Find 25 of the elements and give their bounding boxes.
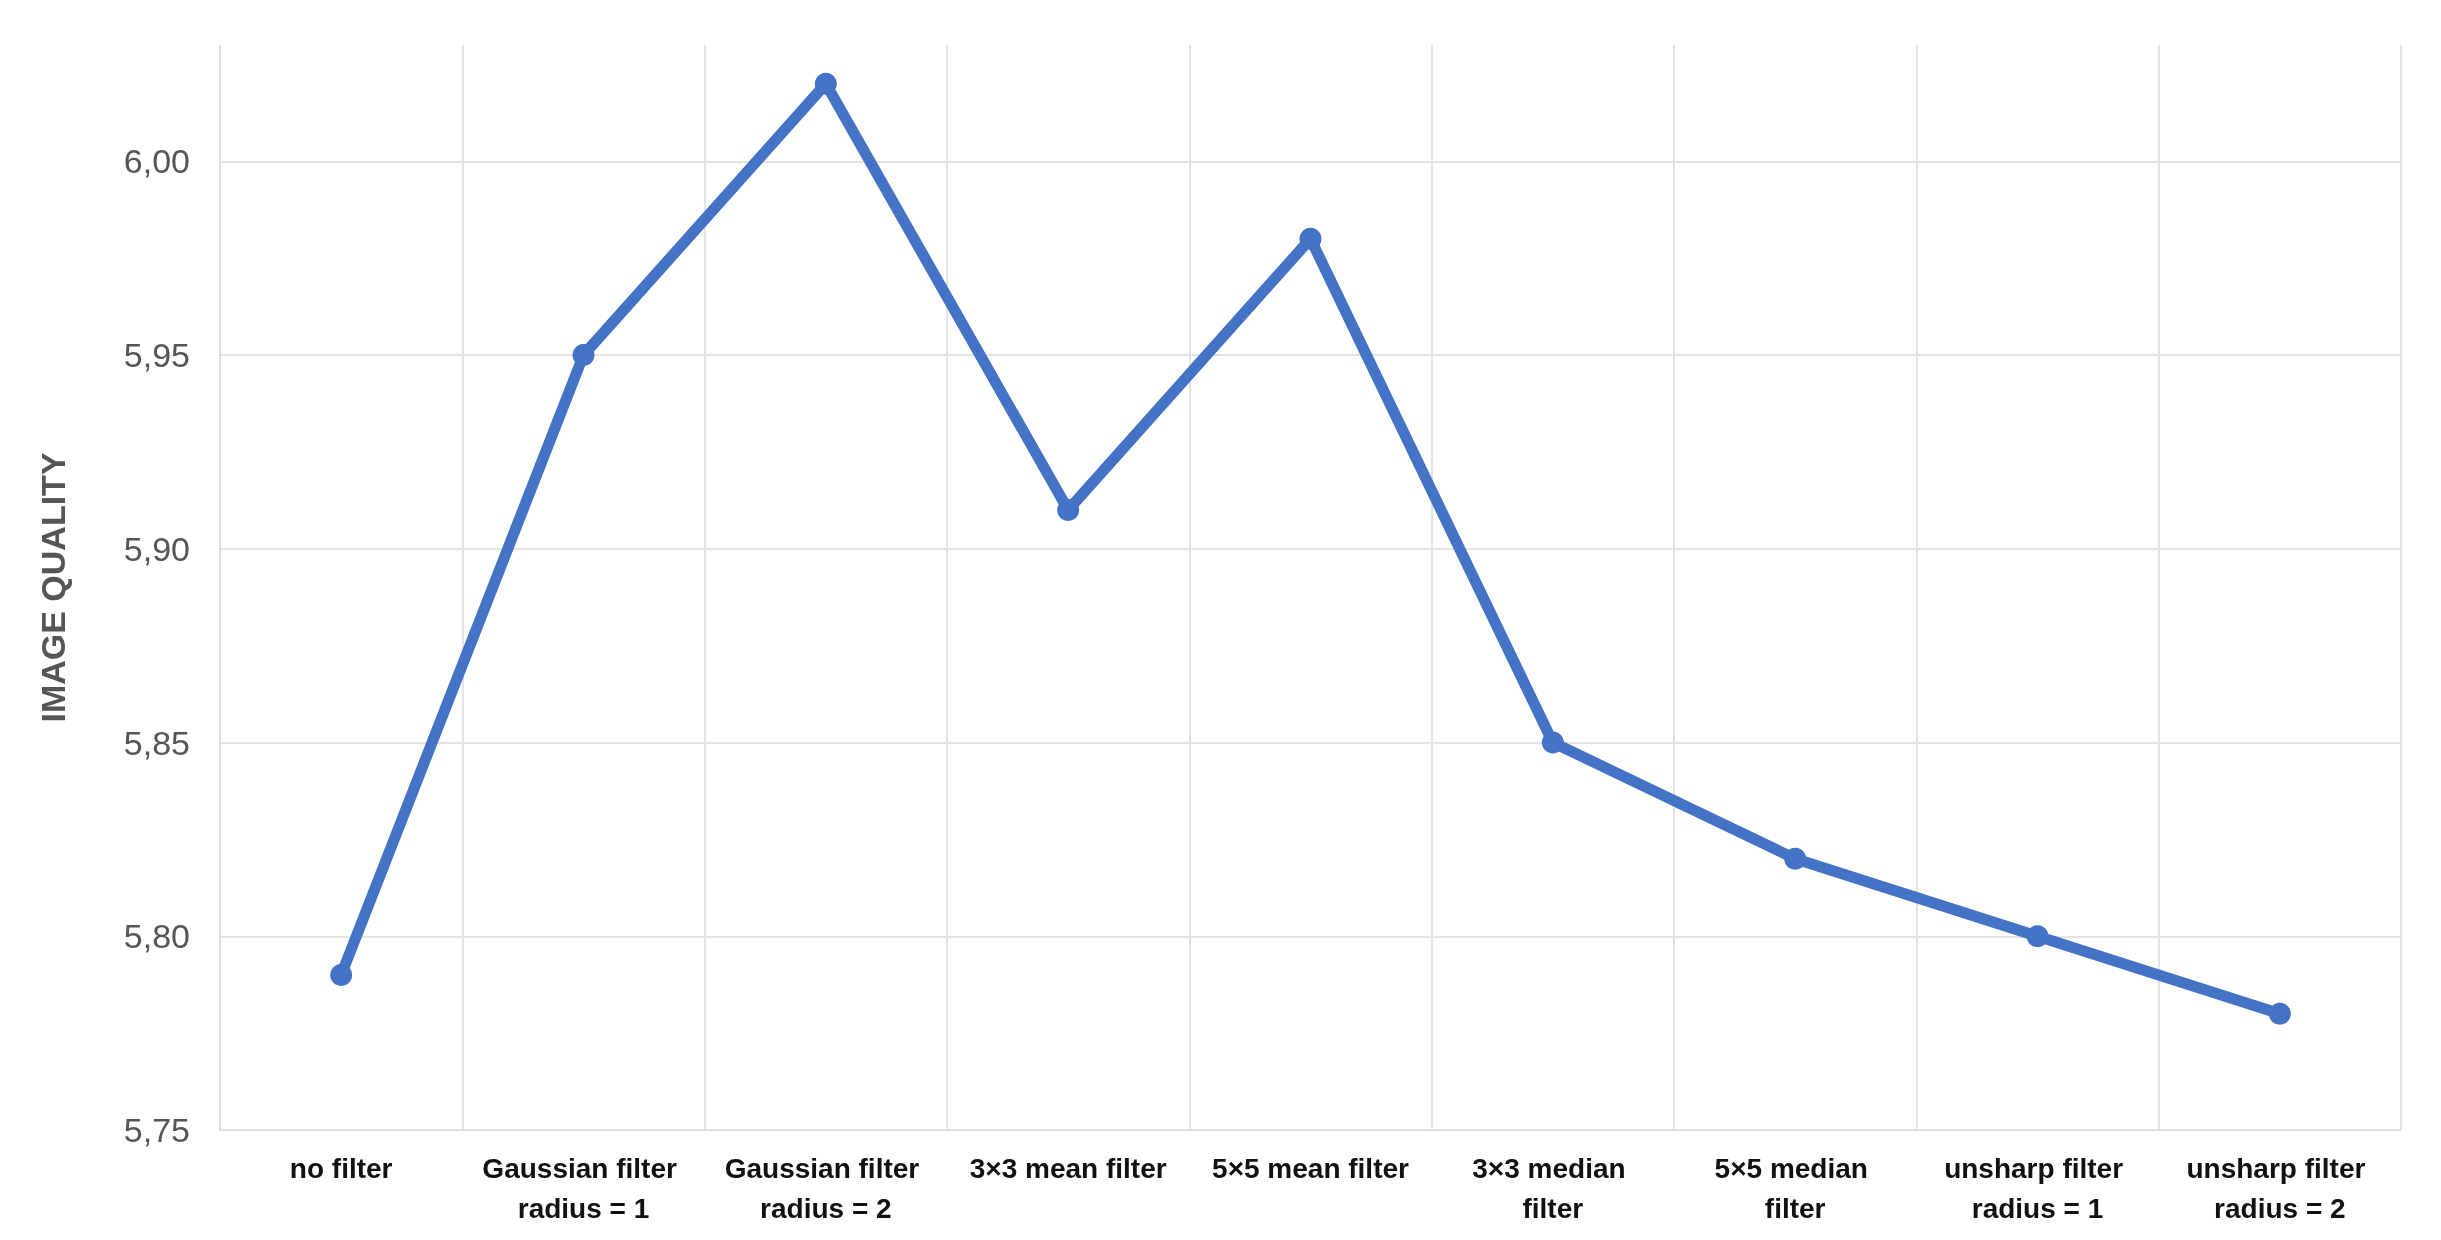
point <box>330 964 353 986</box>
x-tick-label: no filter <box>289 1152 393 1184</box>
y-tick-label: 5,90 <box>123 529 190 568</box>
x-tick-label: 5×5 mean filter <box>1212 1152 1410 1184</box>
x-tick-label: 3×3 median filter <box>1472 1152 1634 1224</box>
y-tick-label: 5,80 <box>123 917 190 956</box>
point <box>1541 731 1564 754</box>
x-tick-label: unsharp filter radius = 2 <box>2186 1152 2374 1224</box>
y-tick-label: 5,75 <box>123 1111 190 1149</box>
x-tick-label: 5×5 median filter <box>1714 1152 1876 1224</box>
y-tick-label: 6,00 <box>123 142 190 181</box>
x-tick-label: Gaussian filter radius = 2 <box>724 1152 927 1224</box>
x-tick-label: Gaussian filter radius = 1 <box>482 1152 685 1224</box>
x-tick-label: unsharp filter radius = 1 <box>1944 1152 2131 1224</box>
y-tick-label: 5,95 <box>123 336 190 374</box>
y-tick-label: 5,85 <box>123 723 190 762</box>
y-axis-title: IMAGE QUALITY <box>34 452 72 723</box>
x-tick-label: 3×3 mean filter <box>969 1152 1167 1184</box>
point <box>1784 847 1807 870</box>
point <box>2268 1002 2291 1025</box>
point <box>2026 925 2049 948</box>
point <box>1057 499 1080 521</box>
point <box>814 72 837 95</box>
point <box>1299 227 1322 250</box>
point <box>572 344 595 366</box>
